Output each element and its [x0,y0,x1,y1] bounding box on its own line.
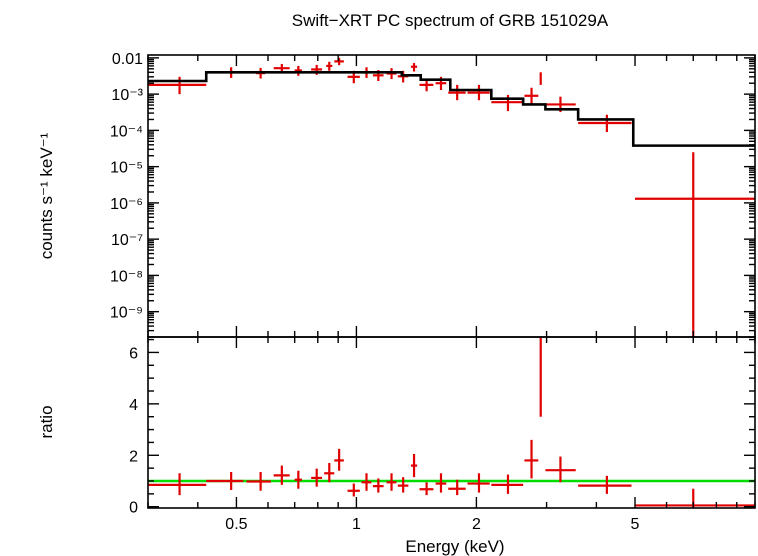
ratio-data-point-2 [246,472,271,491]
x-tick-label: 5 [631,516,640,533]
ratio-data-point-20 [539,337,542,417]
ratio-data-point-16 [448,479,466,496]
ratio-data-point-6 [324,463,335,483]
spectrum-y-tick-label: 10⁻⁶ [110,196,143,213]
spectrum-y-tick-label: 0.01 [112,51,143,68]
ratio-data-point-13 [410,454,418,478]
ratio-data-point-19 [524,439,539,479]
ratio-data-point-22 [578,475,632,494]
ratio-y-tick-label: 0 [129,500,138,517]
ratio-y-tick-label: 4 [129,397,138,414]
x-tick-label: 2 [472,516,481,533]
spectrum-model-line [148,71,755,147]
ratio-data-point-8 [347,483,360,497]
spectrum-data-point-23 [635,152,755,337]
chart-title: Swift−XRT PC spectrum of GRB 151029A [292,11,609,30]
spectrum-y-tick-label: 10⁻⁹ [110,305,143,322]
ratio-data-point-1 [206,472,244,490]
ratio-data-point-11 [386,473,397,491]
ratio-data-point-18 [491,474,524,494]
spectrum-model-layer [148,71,755,147]
x-tick-label: 1 [352,516,361,533]
x-tick-label: 0.5 [225,516,247,533]
ratio-data-point-3 [273,465,290,485]
spectrum-data-point-4 [294,65,302,76]
ratio-data-point-0 [148,473,207,496]
ratio-data-point-7 [334,448,344,471]
spectrum-y-tick-label: 10⁻⁷ [111,232,143,249]
spectrum-y-axis-label: counts s⁻¹ keV⁻¹ [37,132,56,259]
spectrum-data-point-22 [578,114,632,133]
ratio-y-axis-label: ratio [37,405,56,438]
spectrum-data-point-6 [326,61,333,71]
spectrum-data-point-17 [467,84,490,101]
spectrum-data-layer [148,57,755,337]
spectrum-data-point-13 [410,63,418,72]
spectrum-y-tick-label: 10⁻⁸ [110,268,143,285]
ratio-data-point-15 [435,473,447,493]
spectrum-data-point-20 [539,72,542,85]
ratio-plot-frame [147,336,756,509]
ratio-data-point-21 [545,456,576,483]
plot-frame-layer [147,54,756,509]
ratio-data-point-12 [397,477,409,493]
spectrum-y-tick-label: 10⁻³ [111,87,143,104]
x-axis-label: Energy (keV) [405,537,504,556]
spectrum-data-point-11 [386,68,397,80]
ratio-data-point-14 [419,482,434,496]
ratio-data-point-4 [294,470,302,489]
ratio-data-point-5 [311,468,323,487]
ratio-y-tick-label: 2 [129,448,138,465]
spectrum-data-point-7 [334,57,344,66]
spectrum-plot-frame [147,54,756,338]
ratio-data-layer [148,337,755,508]
ratio-data-point-17 [467,473,490,493]
axis-ticks-layer [147,55,756,508]
spectrum-y-tick-label: 10⁻⁵ [110,160,143,177]
spectrum-data-point-0 [148,76,207,95]
spectrum-data-point-19 [524,87,539,105]
ratio-data-point-9 [361,473,372,491]
ratio-y-tick-label: 6 [129,345,138,362]
spectrum-y-tick-label: 10⁻⁴ [110,123,143,140]
spectrum-data-point-16 [448,84,466,101]
ratio-data-point-10 [372,478,384,493]
axis-labels-layer: 0.5 1 2 5 0.01 10⁻³ 10⁻⁴ 10⁻⁵ 10⁻⁶ 10⁻⁷ 10⁻⁸ 10⁻⁹ 0 2… [110,51,640,533]
